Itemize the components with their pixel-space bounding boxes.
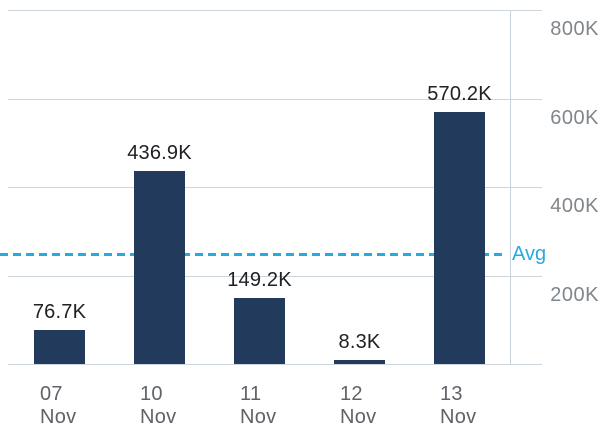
bar-13-nov[interactable] [434, 112, 485, 364]
x-axis-label-month: Nov [40, 406, 77, 428]
average-reference-line [0, 253, 506, 256]
x-axis-label: 12 Nov [340, 383, 400, 429]
bar-10-nov[interactable] [134, 171, 185, 364]
y-axis-tick-label: 800K [550, 18, 599, 40]
bar-11-nov[interactable] [234, 298, 285, 364]
bar-07-nov[interactable] [34, 330, 85, 364]
x-axis-label: 13 Nov [440, 383, 500, 429]
y-axis-tick-label: 400K [550, 195, 599, 217]
x-axis-label: 11 Nov [240, 383, 300, 429]
bar-value-label: 76.7K [32, 301, 87, 323]
bar-value-label: 8.3K [338, 331, 381, 353]
gridline-400k [8, 187, 542, 188]
gridline-800k [8, 10, 542, 11]
y-axis-tick-label: 200K [550, 284, 599, 306]
x-axis-label-day: 12 [340, 383, 363, 405]
average-line-label: Avg [512, 243, 547, 265]
y-axis-tick-label: 600K [550, 107, 599, 129]
bar-12-nov[interactable] [334, 360, 385, 364]
x-axis-label-month: Nov [440, 406, 477, 428]
x-axis-label-day: 10 [140, 383, 163, 405]
gridline-600k [8, 99, 542, 100]
x-axis-label-month: Nov [240, 406, 277, 428]
x-axis-label-month: Nov [340, 406, 377, 428]
x-axis-label: 07 Nov [40, 383, 100, 429]
x-axis-label-month: Nov [140, 406, 177, 428]
x-axis-label-day: 11 [240, 383, 262, 405]
x-axis-label-day: 07 [40, 383, 63, 405]
x-axis-line [8, 364, 542, 365]
bar-value-label: 570.2K [427, 83, 492, 105]
bar-value-label: 436.9K [127, 142, 192, 164]
gridline-200k [8, 276, 542, 277]
x-axis-label-day: 13 [440, 383, 463, 405]
x-axis-label: 10 Nov [140, 383, 200, 429]
y-axis-line [510, 10, 511, 365]
bar-value-label: 149.2K [227, 269, 292, 291]
